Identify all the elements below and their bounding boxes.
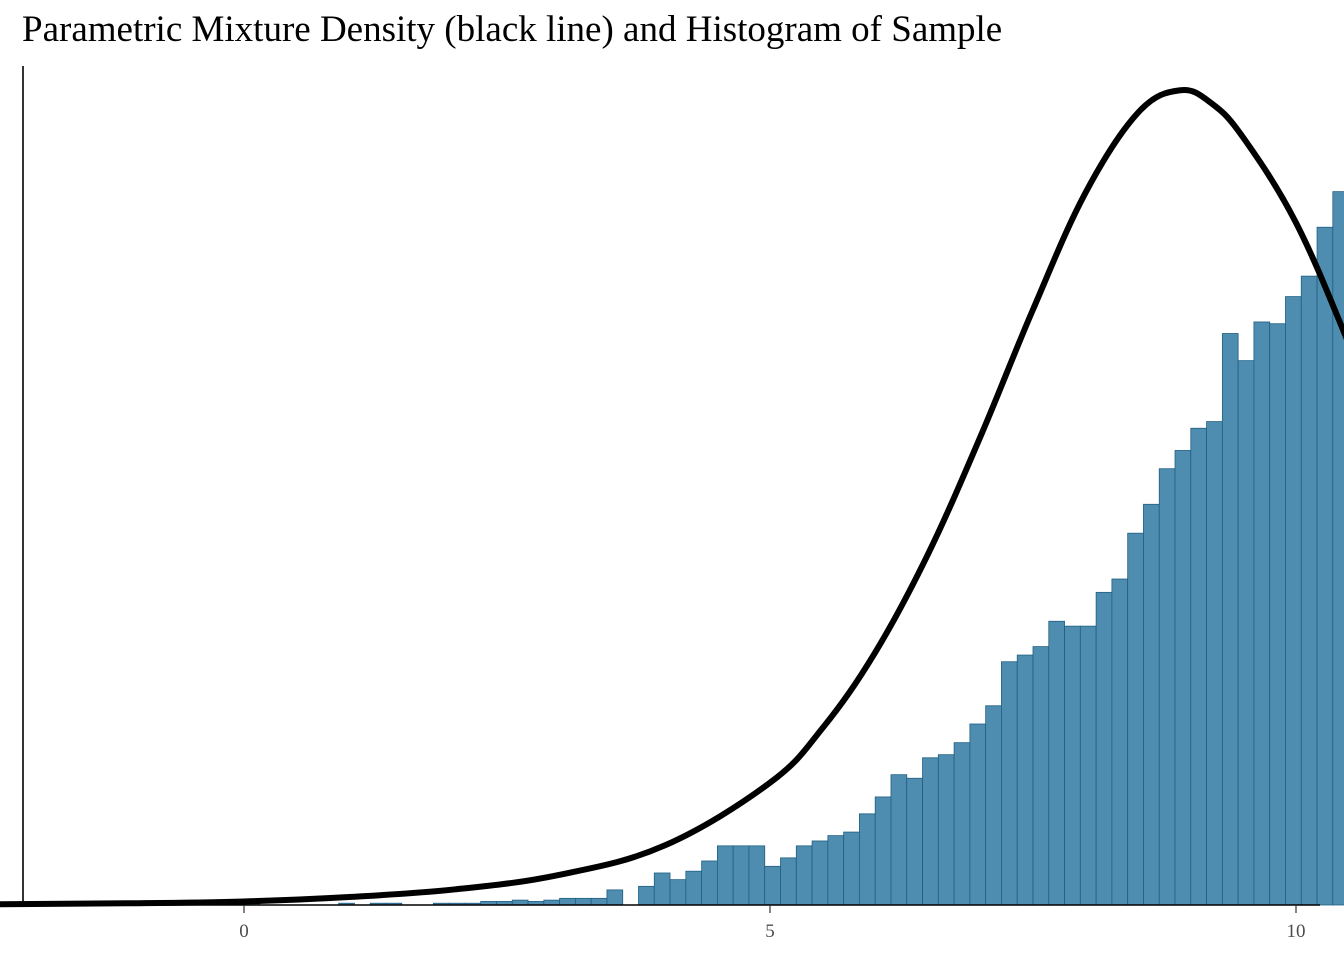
histogram-bar — [1285, 296, 1302, 906]
histogram-bar — [985, 705, 1002, 906]
histogram-bar — [922, 757, 939, 906]
histogram-bar — [811, 840, 829, 906]
histogram-bar — [1143, 503, 1160, 906]
histogram-bar — [1269, 323, 1286, 906]
histogram-bar — [559, 897, 576, 906]
histogram-bar — [859, 813, 876, 906]
histogram-bar — [1237, 360, 1255, 906]
histogram-bar — [1095, 591, 1113, 906]
histogram-bar — [795, 845, 813, 906]
histogram-bar — [1332, 191, 1344, 906]
histogram-bar — [890, 774, 908, 906]
histogram-bar — [701, 860, 718, 906]
histogram-bar — [1221, 333, 1239, 906]
histogram-bar — [717, 845, 734, 906]
histogram-bar — [669, 879, 687, 906]
histogram-bar — [1048, 620, 1065, 906]
histogram-bar — [969, 723, 987, 906]
histogram-bar — [1206, 421, 1223, 906]
histogram-bar — [590, 897, 608, 906]
histogram-bar — [1079, 625, 1097, 906]
histogram-bar — [1253, 321, 1271, 906]
histogram-bar — [1032, 646, 1050, 906]
histogram-bar — [732, 845, 750, 906]
histogram-bar — [574, 897, 592, 906]
histogram-bar — [764, 865, 781, 906]
histogram-bar — [685, 870, 703, 906]
histogram-bar — [653, 872, 671, 906]
histogram-bar — [1174, 450, 1192, 906]
histogram-bar — [1111, 578, 1129, 906]
histogram-bar — [1300, 275, 1318, 906]
histogram-bar — [1064, 625, 1081, 906]
histogram-bar — [843, 831, 860, 906]
histogram-bar — [953, 742, 971, 906]
histogram-bar — [1016, 654, 1034, 906]
density-curve — [0, 87, 1344, 908]
histogram-bar — [1316, 226, 1334, 906]
histogram-bar — [1127, 532, 1144, 906]
histogram-bar — [638, 885, 655, 906]
histogram-bar — [1190, 427, 1207, 906]
histogram-bar — [1158, 468, 1176, 906]
histogram-bar — [937, 754, 955, 906]
x-tick-label: 10 — [1287, 921, 1306, 942]
histogram-bar — [874, 796, 892, 906]
histogram-bar — [748, 845, 766, 906]
histogram-bars — [243, 191, 1344, 906]
histogram-bar — [906, 777, 923, 906]
histogram-bar — [1001, 661, 1018, 906]
histogram-bar — [780, 857, 797, 906]
chart-title: Parametric Mixture Density (black line) … — [22, 9, 1003, 50]
x-tick-label: 0 — [239, 921, 249, 942]
histogram-bar — [606, 889, 624, 906]
histogram-bar — [827, 835, 845, 906]
x-axis-ticks: 05101520 — [239, 905, 1306, 942]
x-tick-label: 5 — [765, 921, 775, 942]
